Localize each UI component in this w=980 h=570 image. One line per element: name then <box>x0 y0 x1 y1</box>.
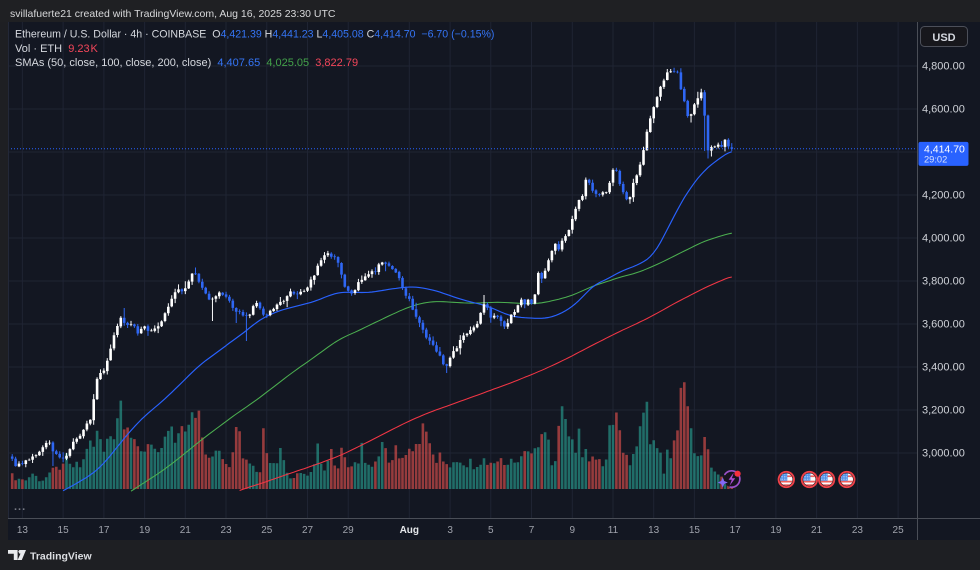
svg-text:Ethereum / U.S. Dollar · 4h ·: Ethereum / U.S. Dollar · 4h · COINBASE O… <box>15 29 494 41</box>
svg-text:13: 13 <box>17 525 29 536</box>
svg-text:11: 11 <box>608 525 619 536</box>
svg-text:TradingView: TradingView <box>30 551 92 563</box>
svg-text:23: 23 <box>220 525 232 536</box>
svg-text:7: 7 <box>529 525 535 536</box>
svg-text:17: 17 <box>98 525 110 536</box>
svg-text:29:02: 29:02 <box>924 155 947 165</box>
svg-text:3,600.00: 3,600.00 <box>922 319 965 331</box>
svg-text:19: 19 <box>139 525 151 536</box>
svg-text:4,000.00: 4,000.00 <box>922 233 965 245</box>
svg-text:21: 21 <box>180 525 192 536</box>
svg-text:9: 9 <box>570 525 576 536</box>
svg-text:3,800.00: 3,800.00 <box>922 276 965 288</box>
svg-text:29: 29 <box>343 525 355 536</box>
svg-text:3,200.00: 3,200.00 <box>922 405 965 417</box>
svg-text:15: 15 <box>58 525 70 536</box>
svg-text:SMAs (50, close, 100, close, 2: SMAs (50, close, 100, close, 200, close)… <box>15 57 358 69</box>
svg-text:Aug: Aug <box>400 525 419 536</box>
svg-text:21: 21 <box>811 525 823 536</box>
svg-text:4,600.00: 4,600.00 <box>922 104 965 116</box>
svg-text:4,800.00: 4,800.00 <box>922 61 965 73</box>
svg-text:13: 13 <box>648 525 660 536</box>
svg-text:3: 3 <box>447 525 453 536</box>
svg-text:25: 25 <box>893 525 905 536</box>
svg-text:...: ... <box>14 501 26 513</box>
svg-text:3,400.00: 3,400.00 <box>922 362 965 374</box>
svg-text:3,000.00: 3,000.00 <box>922 448 965 460</box>
svg-text:17: 17 <box>730 525 742 536</box>
svg-text:USD: USD <box>932 32 955 44</box>
svg-text:5: 5 <box>488 525 494 536</box>
svg-text:25: 25 <box>261 525 273 536</box>
svg-text:19: 19 <box>770 525 782 536</box>
svg-text:23: 23 <box>852 525 864 536</box>
svg-text:27: 27 <box>302 525 314 536</box>
svg-text:Vol · ETH 9.23 K: Vol · ETH 9.23 K <box>15 43 99 55</box>
svg-text:15: 15 <box>689 525 701 536</box>
svg-text:4,200.00: 4,200.00 <box>922 190 965 202</box>
svg-text:svillafuerte21 created with Tr: svillafuerte21 created with TradingView.… <box>10 8 336 20</box>
svg-text:4,414.70: 4,414.70 <box>924 144 965 156</box>
